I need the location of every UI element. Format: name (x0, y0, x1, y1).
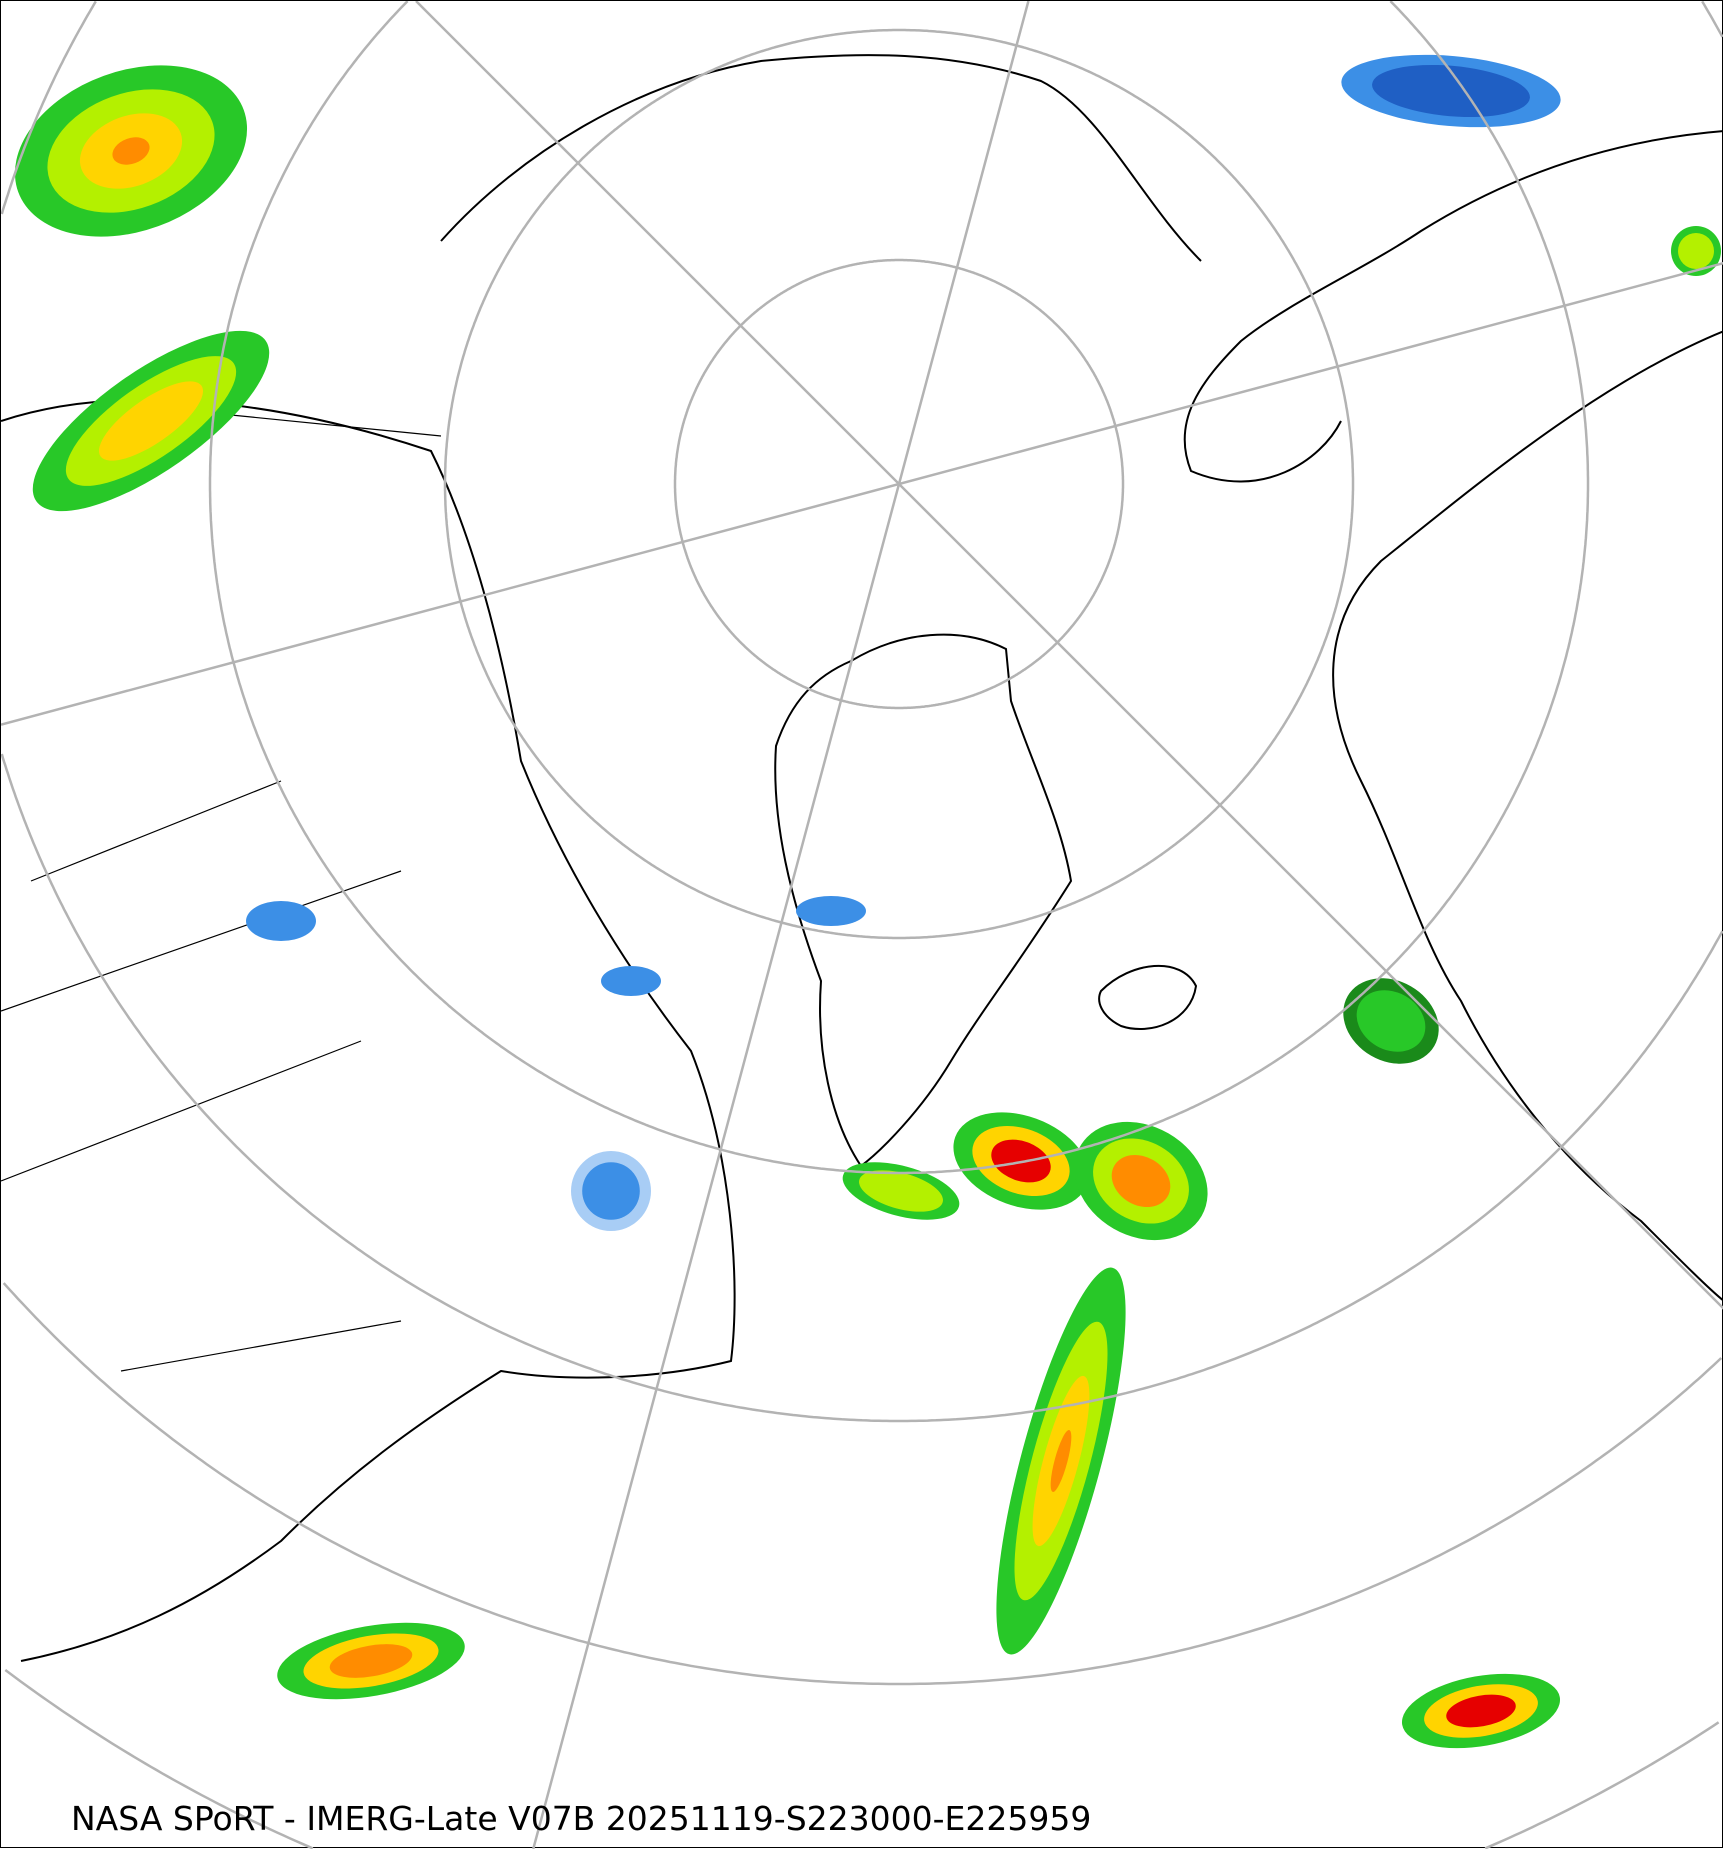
precip-area (1050, 1430, 1072, 1492)
boundaries (1, 412, 442, 1372)
meridian-line (532, 1, 1030, 1849)
latitude-circle (208, 1, 1590, 1175)
latitude-circle (2, 1282, 1723, 1686)
latitude-circle (4, 1669, 1720, 1849)
latitude-circle (673, 258, 1125, 710)
meridian-line (1, 261, 1723, 726)
russia-arctic-coast (440, 54, 1202, 262)
precipitation (14, 54, 1721, 1749)
meridian-line (415, 1, 1723, 1310)
precip-area (1678, 233, 1714, 269)
greenland-coast (774, 633, 1073, 1168)
precip-area (1372, 64, 1530, 118)
precip-area (796, 896, 866, 926)
latitude-circle (443, 28, 1355, 940)
precip-area (1111, 1154, 1171, 1208)
map-caption: NASA SPoRT - IMERG-Late V07B 20251119-S2… (71, 1799, 1092, 1838)
precip-area (246, 901, 316, 941)
eurasia-coast (1183, 130, 1723, 1302)
north-america-coast (1, 398, 736, 1662)
precip-area (98, 381, 204, 461)
iceland-coast (1098, 965, 1198, 1031)
precip-area (1446, 1694, 1516, 1728)
precip-area (329, 1644, 413, 1678)
precip-area (112, 137, 150, 165)
precip-area (859, 1170, 943, 1212)
precip-area (601, 966, 661, 996)
latitude-circle (1, 1, 1723, 1423)
coastlines (1, 54, 1723, 1662)
precip-area (582, 1162, 640, 1220)
precip-area (1356, 990, 1426, 1052)
